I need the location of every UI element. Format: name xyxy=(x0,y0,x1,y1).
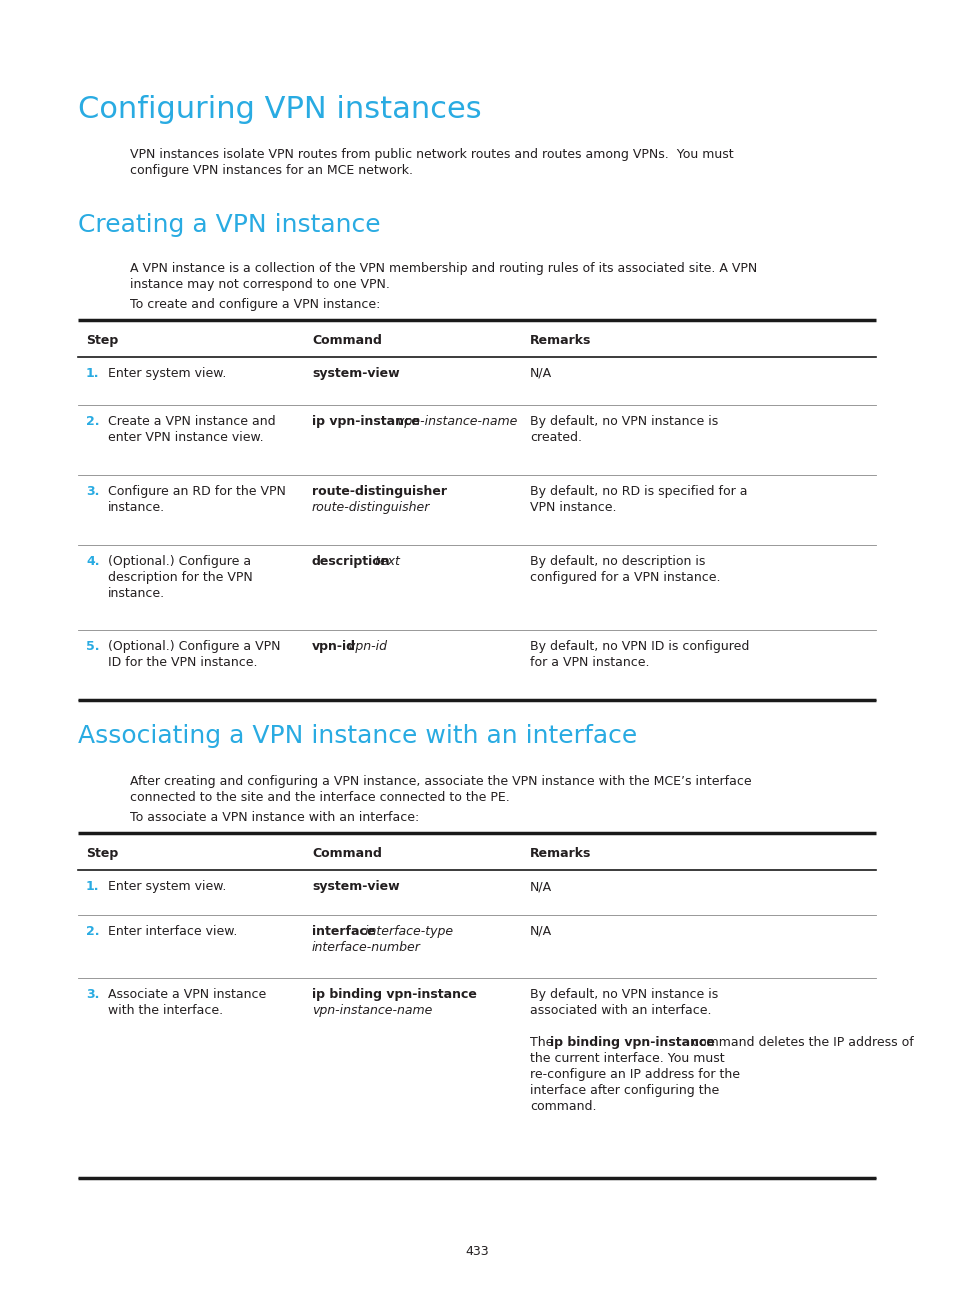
Text: 5.: 5. xyxy=(86,640,99,653)
Text: 1.: 1. xyxy=(86,880,99,893)
Text: vpn-id: vpn-id xyxy=(344,640,387,653)
Text: interface-number: interface-number xyxy=(312,941,420,954)
Text: N/A: N/A xyxy=(530,880,552,893)
Text: instance.: instance. xyxy=(108,502,165,515)
Text: command deletes the IP address of: command deletes the IP address of xyxy=(687,1036,913,1048)
Text: ID for the VPN instance.: ID for the VPN instance. xyxy=(108,656,257,669)
Text: vpn-instance-name: vpn-instance-name xyxy=(312,1004,432,1017)
Text: 4.: 4. xyxy=(86,555,99,568)
Text: interface-type: interface-type xyxy=(360,925,453,938)
Text: route-distinguisher: route-distinguisher xyxy=(312,485,447,498)
Text: description for the VPN: description for the VPN xyxy=(108,572,253,584)
Text: command.: command. xyxy=(530,1100,596,1113)
Text: By default, no VPN instance is: By default, no VPN instance is xyxy=(530,415,718,428)
Text: (Optional.) Configure a VPN: (Optional.) Configure a VPN xyxy=(108,640,280,653)
Text: Enter system view.: Enter system view. xyxy=(108,367,226,380)
Text: Step: Step xyxy=(86,848,118,861)
Text: After creating and configuring a VPN instance, associate the VPN instance with t: After creating and configuring a VPN ins… xyxy=(130,775,751,788)
Text: Configuring VPN instances: Configuring VPN instances xyxy=(78,95,481,124)
Text: Command: Command xyxy=(312,848,381,861)
Text: the current interface. You must: the current interface. You must xyxy=(530,1052,724,1065)
Text: interface: interface xyxy=(312,925,375,938)
Text: Associate a VPN instance: Associate a VPN instance xyxy=(108,988,266,1001)
Text: 2.: 2. xyxy=(86,925,99,938)
Text: instance may not correspond to one VPN.: instance may not correspond to one VPN. xyxy=(130,279,390,292)
Text: 3.: 3. xyxy=(86,485,99,498)
Text: system-view: system-view xyxy=(312,880,399,893)
Text: VPN instance.: VPN instance. xyxy=(530,502,616,515)
Text: By default, no VPN instance is: By default, no VPN instance is xyxy=(530,988,718,1001)
Text: Step: Step xyxy=(86,334,118,347)
Text: text: text xyxy=(371,555,400,568)
Text: Configure an RD for the VPN: Configure an RD for the VPN xyxy=(108,485,286,498)
Text: A VPN instance is a collection of the VPN membership and routing rules of its as: A VPN instance is a collection of the VP… xyxy=(130,262,757,275)
Text: enter VPN instance view.: enter VPN instance view. xyxy=(108,432,263,445)
Text: The: The xyxy=(530,1036,557,1048)
Text: By default, no description is: By default, no description is xyxy=(530,555,704,568)
Text: configure VPN instances for an MCE network.: configure VPN instances for an MCE netwo… xyxy=(130,165,413,178)
Text: interface after configuring the: interface after configuring the xyxy=(530,1083,719,1096)
Text: 1.: 1. xyxy=(86,367,99,380)
Text: Associating a VPN instance with an interface: Associating a VPN instance with an inter… xyxy=(78,724,637,748)
Text: By default, no VPN ID is configured: By default, no VPN ID is configured xyxy=(530,640,749,653)
Text: ip vpn-instance: ip vpn-instance xyxy=(312,415,419,428)
Text: re-configure an IP address for the: re-configure an IP address for the xyxy=(530,1068,740,1081)
Text: Enter interface view.: Enter interface view. xyxy=(108,925,237,938)
Text: ip binding vpn-instance: ip binding vpn-instance xyxy=(550,1036,714,1048)
Text: associated with an interface.: associated with an interface. xyxy=(530,1004,711,1017)
Text: created.: created. xyxy=(530,432,581,445)
Text: instance.: instance. xyxy=(108,587,165,600)
Text: Create a VPN instance and: Create a VPN instance and xyxy=(108,415,275,428)
Text: N/A: N/A xyxy=(530,925,552,938)
Text: for a VPN instance.: for a VPN instance. xyxy=(530,656,649,669)
Text: Remarks: Remarks xyxy=(530,848,591,861)
Text: By default, no RD is specified for a: By default, no RD is specified for a xyxy=(530,485,747,498)
Text: 433: 433 xyxy=(465,1245,488,1258)
Text: ip binding vpn-instance: ip binding vpn-instance xyxy=(312,988,476,1001)
Text: route-distinguisher: route-distinguisher xyxy=(312,502,430,515)
Text: connected to the site and the interface connected to the PE.: connected to the site and the interface … xyxy=(130,791,509,804)
Text: 3.: 3. xyxy=(86,988,99,1001)
Text: Remarks: Remarks xyxy=(530,334,591,347)
Text: Command: Command xyxy=(312,334,381,347)
Text: Enter system view.: Enter system view. xyxy=(108,880,226,893)
Text: To associate a VPN instance with an interface:: To associate a VPN instance with an inte… xyxy=(130,811,418,824)
Text: (Optional.) Configure a: (Optional.) Configure a xyxy=(108,555,251,568)
Text: 2.: 2. xyxy=(86,415,99,428)
Text: To create and configure a VPN instance:: To create and configure a VPN instance: xyxy=(130,298,380,311)
Text: with the interface.: with the interface. xyxy=(108,1004,223,1017)
Text: description: description xyxy=(312,555,390,568)
Text: configured for a VPN instance.: configured for a VPN instance. xyxy=(530,572,720,584)
Text: vpn-instance-name: vpn-instance-name xyxy=(393,415,517,428)
Text: Creating a VPN instance: Creating a VPN instance xyxy=(78,213,380,237)
Text: system-view: system-view xyxy=(312,367,399,380)
Text: N/A: N/A xyxy=(530,367,552,380)
Text: VPN instances isolate VPN routes from public network routes and routes among VPN: VPN instances isolate VPN routes from pu… xyxy=(130,148,733,161)
Text: vpn-id: vpn-id xyxy=(312,640,355,653)
